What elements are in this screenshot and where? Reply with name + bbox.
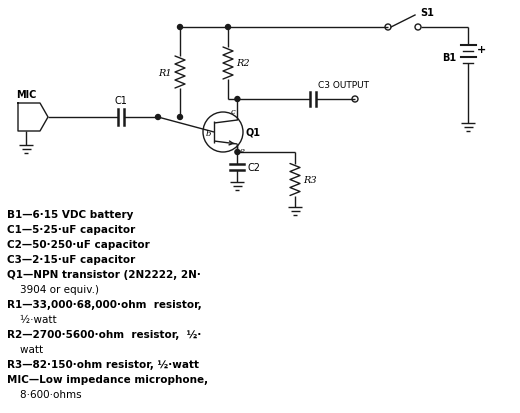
Text: MIC: MIC (16, 90, 36, 100)
Text: R2—2700·5600·ohm  resistor,  ½·: R2—2700·5600·ohm resistor, ½· (7, 329, 201, 339)
Text: ½·watt: ½·watt (7, 314, 57, 324)
Text: C3 OUTPUT: C3 OUTPUT (318, 81, 369, 90)
Text: C3—2·15·uF capacitor: C3—2·15·uF capacitor (7, 254, 135, 264)
Text: 8·600·ohms: 8·600·ohms (7, 389, 82, 399)
Circle shape (235, 150, 240, 155)
Text: b: b (205, 130, 211, 138)
Circle shape (155, 115, 161, 120)
Text: c: c (231, 108, 236, 116)
Circle shape (226, 26, 230, 31)
Text: 3904 or equiv.): 3904 or equiv.) (7, 284, 99, 294)
Text: C1: C1 (114, 96, 127, 106)
Text: MIC—Low impedance microphone,: MIC—Low impedance microphone, (7, 374, 208, 384)
Circle shape (235, 97, 240, 102)
Text: R3: R3 (303, 176, 317, 185)
Text: R1—33,000·68,000·ohm  resistor,: R1—33,000·68,000·ohm resistor, (7, 299, 202, 309)
Text: R2: R2 (236, 59, 250, 68)
Text: Q1: Q1 (245, 128, 260, 138)
Text: +: + (477, 45, 486, 55)
Circle shape (177, 26, 183, 31)
Text: S1: S1 (420, 8, 434, 18)
Circle shape (177, 115, 183, 120)
Text: C1—5·25·uF capacitor: C1—5·25·uF capacitor (7, 224, 135, 235)
Text: watt: watt (7, 344, 43, 354)
Text: B1—6·15 VDC battery: B1—6·15 VDC battery (7, 209, 133, 219)
Text: B1: B1 (442, 53, 456, 63)
Text: R1: R1 (159, 68, 172, 77)
Text: R3—82·150·ohm resistor, ½·watt: R3—82·150·ohm resistor, ½·watt (7, 359, 199, 369)
Text: e: e (239, 147, 244, 154)
Text: Q1—NPN transistor (2N2222, 2N·: Q1—NPN transistor (2N2222, 2N· (7, 269, 201, 279)
Text: C2—50·250·uF capacitor: C2—50·250·uF capacitor (7, 240, 150, 249)
Text: C2: C2 (248, 163, 261, 173)
